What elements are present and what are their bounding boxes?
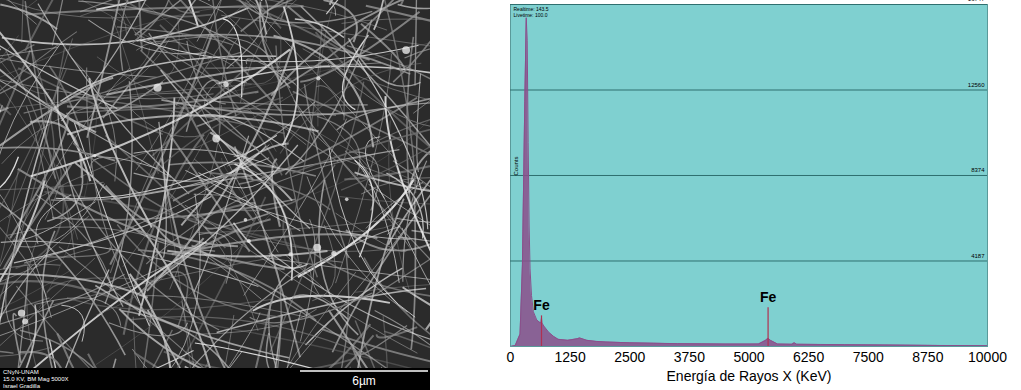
svg-text:3750: 3750: [674, 349, 705, 365]
svg-text:Counts: Counts: [513, 156, 519, 175]
svg-text:4187: 4187: [971, 253, 985, 259]
svg-text:CNyN-UNAM: CNyN-UNAM: [3, 369, 39, 375]
svg-text:Fe: Fe: [533, 297, 550, 313]
svg-text:12560: 12560: [968, 82, 985, 88]
svg-text:2500: 2500: [614, 349, 645, 365]
svg-text:6µm: 6µm: [352, 374, 376, 388]
svg-text:10000: 10000: [968, 349, 1007, 365]
svg-text:7500: 7500: [853, 349, 884, 365]
svg-text:8374: 8374: [971, 167, 985, 173]
svg-text:16747: 16747: [968, 0, 985, 2]
svg-text:15.0 KV, BM Mag 5000X: 15.0 KV, BM Mag 5000X: [3, 376, 69, 382]
svg-text:Realtime: 143.5Livetime: 100.0: Realtime: 143.5Livetime: 100.0: [514, 6, 549, 18]
svg-text:1250: 1250: [555, 349, 586, 365]
svg-text:Energía de Rayos X (KeV): Energía de Rayos X (KeV): [667, 368, 832, 384]
svg-text:5000: 5000: [733, 349, 764, 365]
svg-text:Israel Gradilla: Israel Gradilla: [3, 383, 41, 389]
svg-text:6250: 6250: [793, 349, 824, 365]
svg-text:8750: 8750: [912, 349, 943, 365]
svg-text:0: 0: [507, 349, 515, 365]
svg-text:Fe: Fe: [760, 289, 777, 305]
